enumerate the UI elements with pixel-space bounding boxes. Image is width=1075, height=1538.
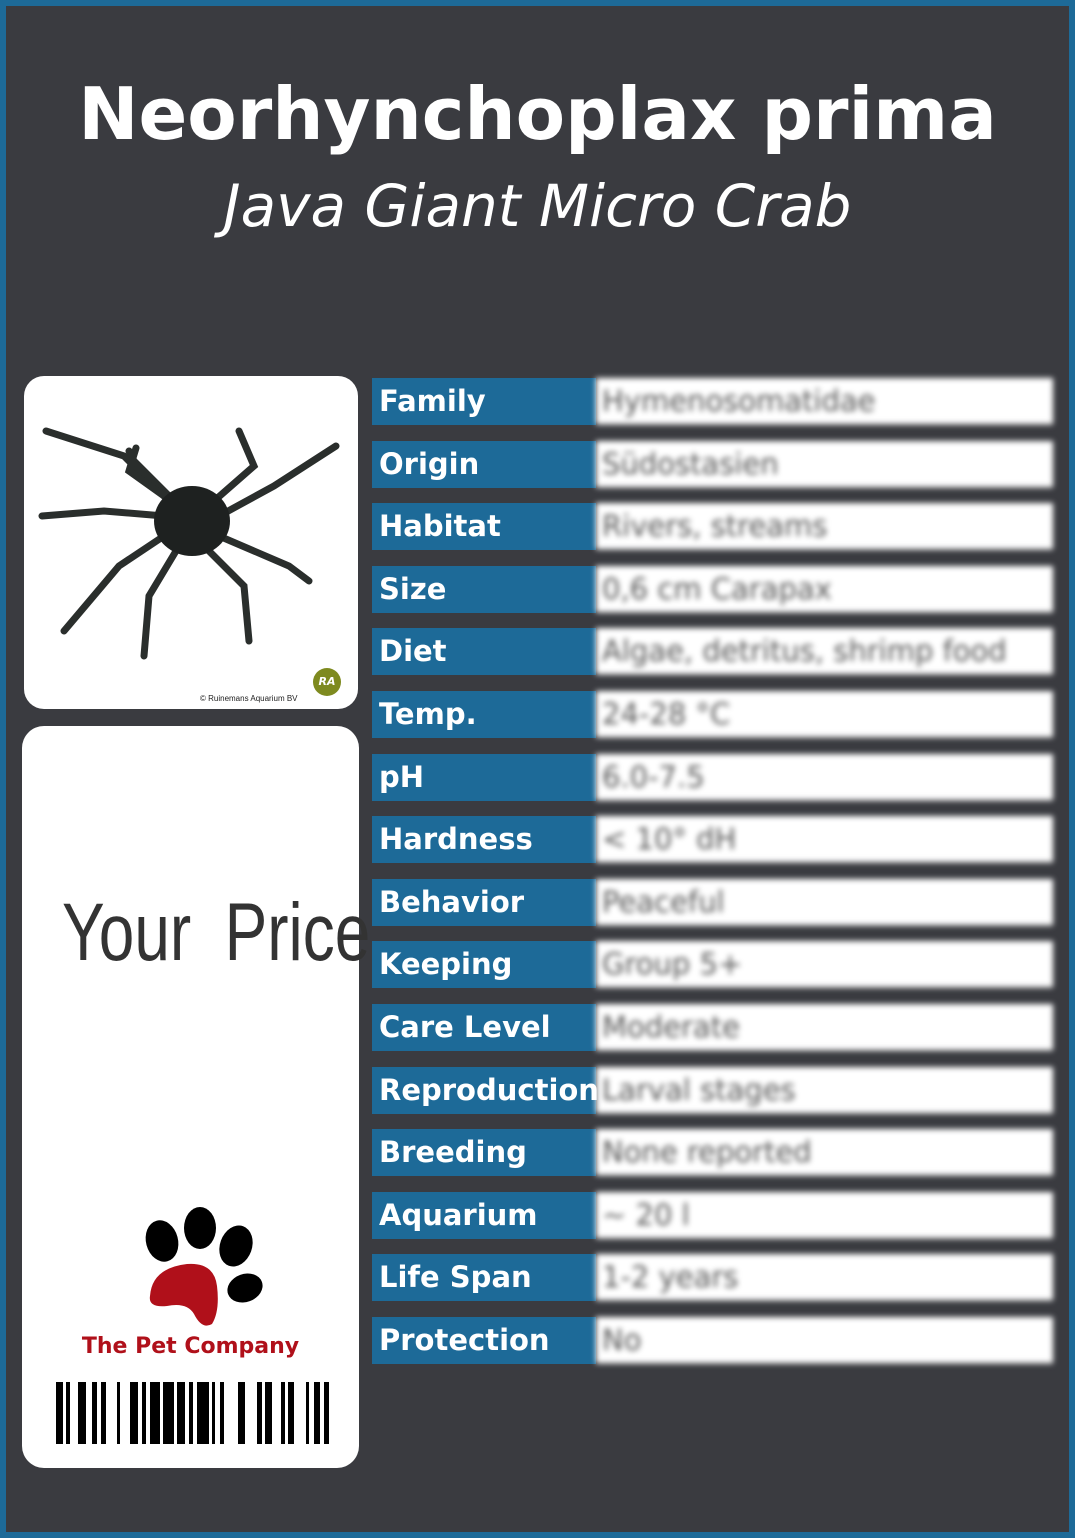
fact-value: < 10° dH xyxy=(596,816,1053,864)
ruinemans-logo: RA xyxy=(313,668,341,696)
fact-row: Size 0,6 cm Carapax xyxy=(372,565,1053,613)
fact-row: Behavior Peaceful xyxy=(372,878,1053,926)
price-card: Your Price The Pet Company xyxy=(22,726,370,1468)
species-photo: RA © Ruinemans Aquarium BV xyxy=(24,376,358,709)
fact-row: Aquarium ~ 20 l xyxy=(372,1191,1053,1239)
fact-value: 1-2 years xyxy=(596,1254,1053,1302)
fact-label: pH xyxy=(372,753,596,801)
fact-label: Size xyxy=(372,565,596,613)
fact-value: Group 5+ xyxy=(596,941,1053,989)
fact-row: Hardness < 10° dH xyxy=(372,816,1053,864)
fact-row: Protection No xyxy=(372,1317,1053,1364)
fact-label: Origin xyxy=(372,440,596,488)
fact-value: Moderate xyxy=(596,1004,1053,1051)
fact-row: pH 6.0-7.5 xyxy=(372,753,1053,801)
fact-label: Hardness xyxy=(372,816,596,864)
fact-value: Larval stages xyxy=(596,1066,1053,1114)
fact-value: Peaceful xyxy=(596,878,1053,926)
scientific-name: Neorhynchoplax prima xyxy=(78,72,997,156)
fact-label: Habitat xyxy=(372,503,596,551)
fact-value: Südostasien xyxy=(596,440,1053,488)
fact-label: Temp. xyxy=(372,691,596,738)
fact-row: Care Level Moderate xyxy=(372,1004,1053,1051)
price-label: Your Price xyxy=(62,887,371,978)
fact-value: 24-28 °C xyxy=(596,691,1053,738)
fact-row: Habitat Rivers, streams xyxy=(372,503,1053,551)
fact-row: Life Span 1-2 years xyxy=(372,1254,1053,1302)
fact-value: 6.0-7.5 xyxy=(596,753,1053,801)
fact-label: Family xyxy=(372,378,596,425)
photo-copyright: © Ruinemans Aquarium BV xyxy=(200,694,298,703)
fact-label: Care Level xyxy=(372,1004,596,1051)
fact-label: Aquarium xyxy=(372,1191,596,1239)
fact-value: ~ 20 l xyxy=(596,1191,1053,1239)
fact-label: Breeding xyxy=(372,1129,596,1177)
fact-value: Hymenosomatidae xyxy=(596,378,1053,425)
paw-logo-icon xyxy=(145,1207,263,1326)
company-name: The Pet Company xyxy=(81,1334,300,1359)
fact-value: None reported xyxy=(596,1129,1053,1177)
fact-label: Protection xyxy=(372,1317,596,1364)
fact-value: No xyxy=(596,1317,1053,1364)
fact-label: Keeping xyxy=(372,941,596,989)
fact-value: 0,6 cm Carapax xyxy=(596,565,1053,613)
barcode xyxy=(56,1382,329,1444)
fact-label: Diet xyxy=(372,628,596,676)
fact-row: Origin Südostasien xyxy=(372,440,1053,488)
fact-label: Behavior xyxy=(372,878,596,926)
fact-row: Keeping Group 5+ xyxy=(372,941,1053,989)
fact-row: Reproduction Larval stages xyxy=(372,1066,1053,1114)
fact-row: Diet Algae, detritus, shrimp food xyxy=(372,628,1053,676)
fact-row: Breeding None reported xyxy=(372,1129,1053,1177)
fact-value: Rivers, streams xyxy=(596,503,1053,551)
fact-row: Family Hymenosomatidae xyxy=(372,378,1053,425)
fact-value: Algae, detritus, shrimp food xyxy=(596,628,1053,676)
fact-label: Reproduction xyxy=(372,1066,599,1114)
common-name: Java Giant Micro Crab xyxy=(223,172,852,240)
fact-label: Life Span xyxy=(372,1254,596,1302)
fact-row: Temp. 24-28 °C xyxy=(372,691,1053,738)
crab-image xyxy=(38,427,340,660)
